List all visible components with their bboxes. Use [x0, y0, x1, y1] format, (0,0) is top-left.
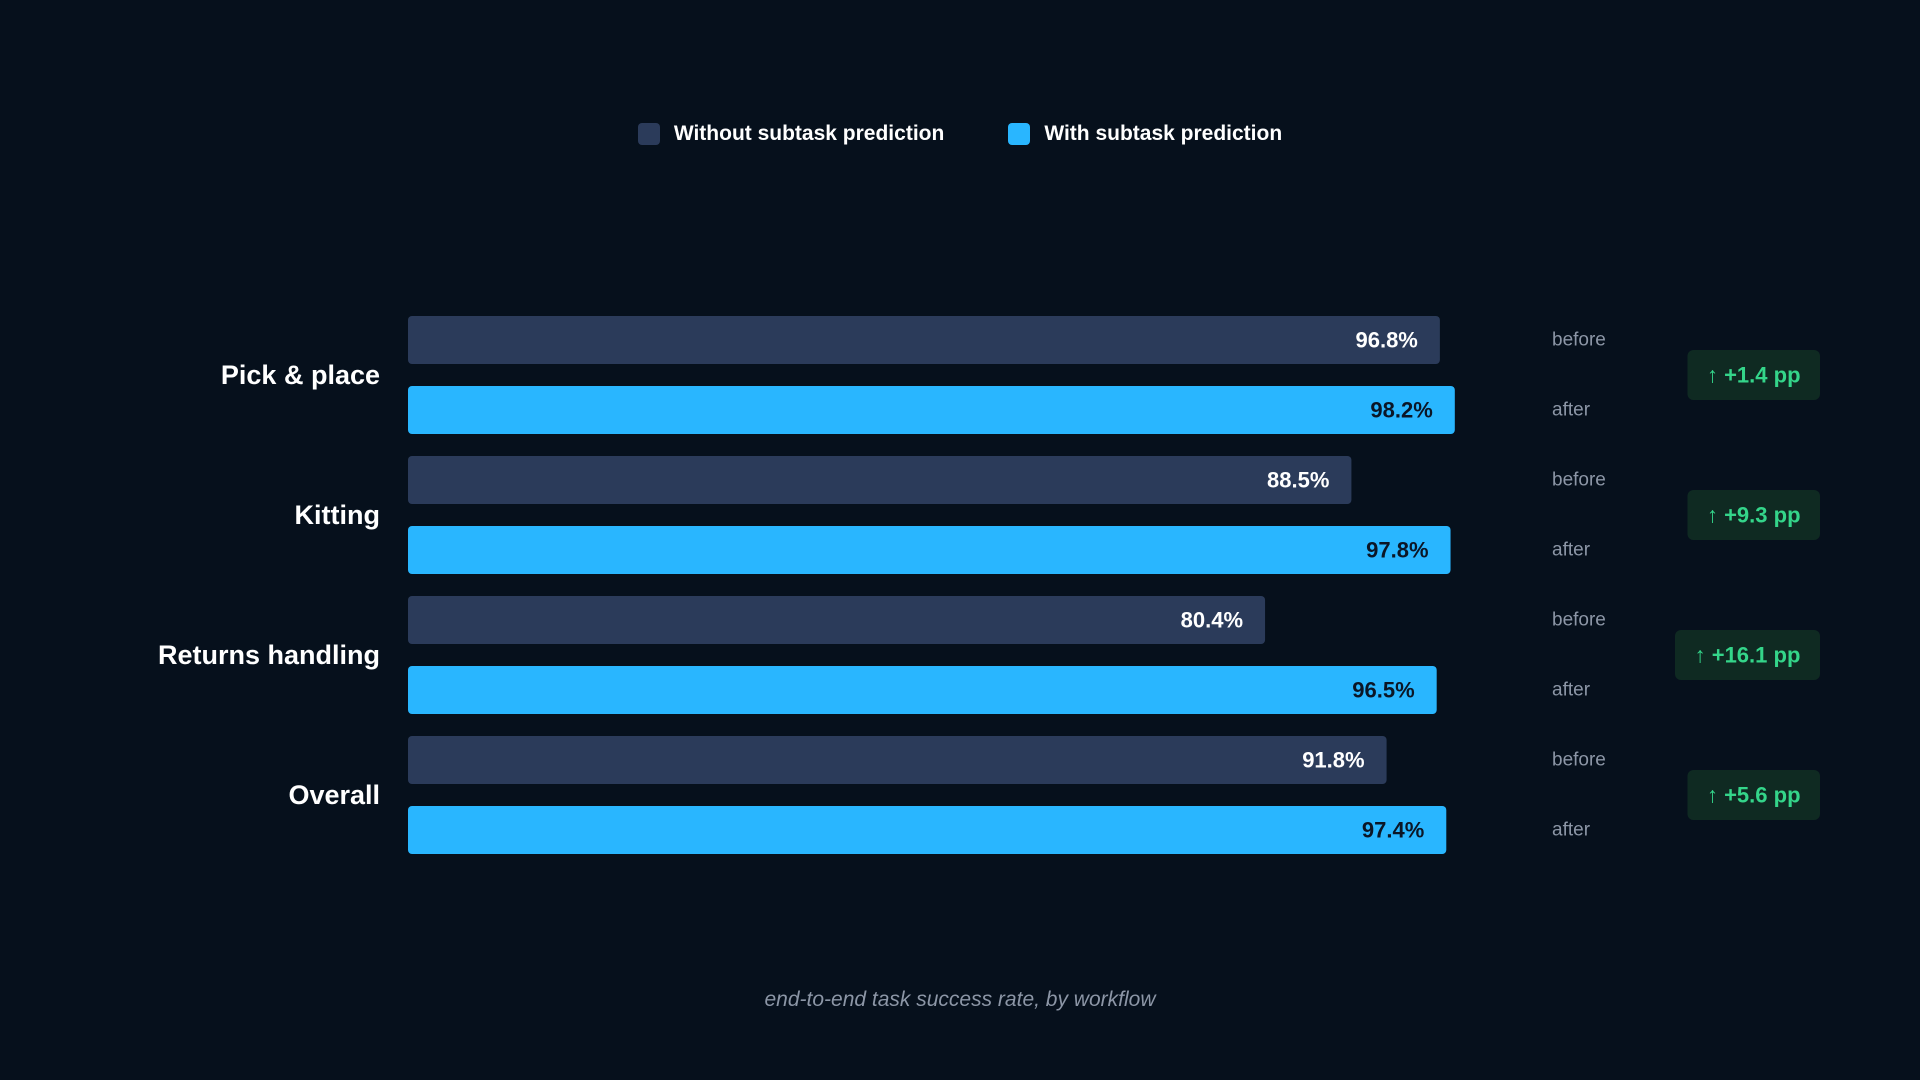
delta-label: ↑ +16.1 pp [1695, 643, 1801, 668]
delta-label: ↑ +5.6 pp [1707, 783, 1801, 808]
row-label: before [1552, 330, 1606, 351]
bar [408, 316, 1440, 364]
chart-caption: end-to-end task success rate, by workflo… [764, 988, 1156, 1011]
bar [408, 736, 1387, 784]
bar-value-label: 91.8% [1302, 748, 1364, 773]
category-label: Kitting [295, 500, 380, 530]
delta-badge [1687, 350, 1820, 400]
bar-value-label: 96.5% [1352, 678, 1414, 703]
delta-label: ↑ +1.4 pp [1707, 363, 1801, 388]
legend: Without subtask prediction With subtask … [0, 116, 1920, 152]
row-label: after [1552, 540, 1591, 561]
bar-value-label: 97.8% [1366, 538, 1428, 563]
legend-swatch-with [1008, 123, 1031, 145]
bar [408, 596, 1266, 644]
bar-value-label: 97.4% [1362, 818, 1424, 843]
bar [408, 526, 1451, 574]
row-label: before [1552, 750, 1606, 771]
row-label: after [1552, 820, 1591, 841]
bar-value-label: 88.5% [1267, 468, 1329, 493]
legend-swatch-without [637, 123, 660, 145]
delta-label: ↑ +9.3 pp [1707, 503, 1801, 528]
row-label: before [1552, 470, 1606, 491]
row-label: before [1552, 610, 1606, 631]
bar [408, 456, 1352, 504]
row-label: after [1552, 400, 1591, 421]
delta-badge [1687, 490, 1820, 540]
bar-value-label: 98.2% [1370, 398, 1432, 423]
bar-value-label: 80.4% [1181, 608, 1243, 633]
bar-value-label: 96.8% [1355, 328, 1417, 353]
legend-label-with: With subtask prediction [1044, 122, 1283, 145]
bar [408, 806, 1447, 854]
legend-item-with: With subtask prediction [1008, 122, 1282, 146]
legend-label-without: Without subtask prediction [673, 122, 945, 145]
legend-item-without: Without subtask prediction [637, 122, 945, 146]
delta-badge [1687, 770, 1820, 820]
category-label: Overall [288, 780, 380, 810]
delta-badge [1675, 630, 1820, 680]
row-label: after [1552, 680, 1591, 701]
category-label: Returns handling [158, 640, 380, 670]
bar [408, 386, 1455, 434]
bar [408, 666, 1437, 714]
category-label: Pick & place [221, 360, 380, 390]
